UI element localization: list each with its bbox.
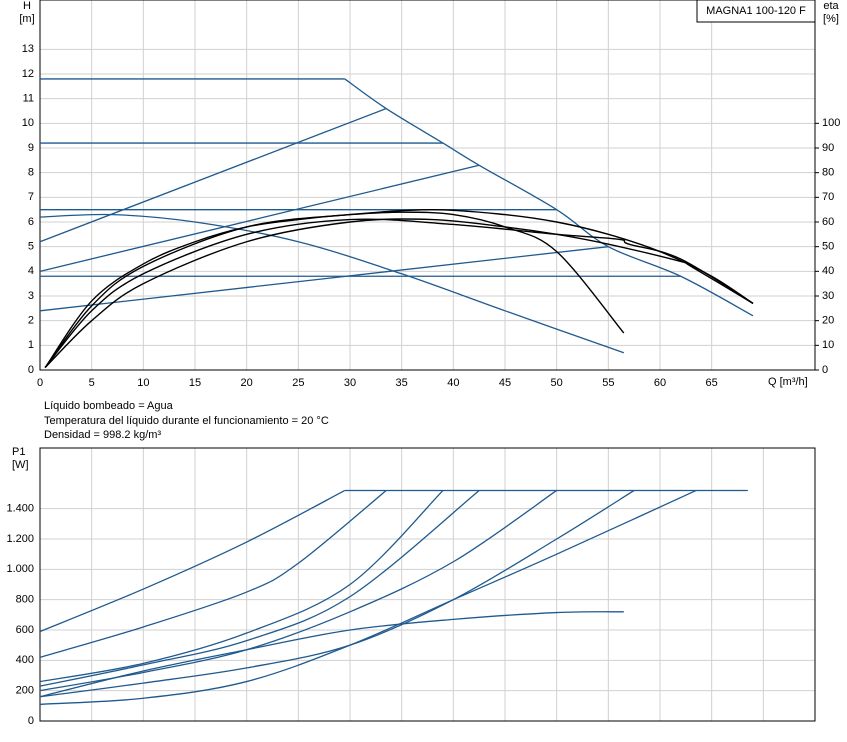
y-tick-label: 4 bbox=[28, 265, 34, 277]
x-tick-label: 30 bbox=[344, 377, 356, 389]
y2-tick-label: 60 bbox=[822, 216, 834, 228]
curve bbox=[39, 611, 624, 698]
y-tick-label: 1.400 bbox=[6, 503, 34, 515]
curve bbox=[39, 107, 387, 243]
y-tick-label: 12 bbox=[22, 68, 34, 80]
y-tick-label: 1.200 bbox=[6, 533, 34, 545]
y2-tick-label: 20 bbox=[822, 315, 834, 327]
curve bbox=[39, 489, 346, 633]
y-tick-label: 11 bbox=[23, 93, 34, 105]
y-axis-label: H bbox=[23, 0, 31, 12]
curve bbox=[39, 246, 609, 312]
y2-tick-label: 80 bbox=[822, 167, 834, 179]
y-tick-label: 9 bbox=[28, 142, 34, 154]
curve bbox=[39, 213, 625, 354]
curve bbox=[44, 208, 754, 368]
x-tick-label: 15 bbox=[189, 377, 201, 389]
y-axis-unit: [W] bbox=[12, 459, 29, 471]
y-axis-unit: [m] bbox=[19, 13, 34, 25]
y2-axis-label: eta bbox=[823, 0, 839, 12]
y2-tick-label: 50 bbox=[822, 241, 834, 253]
y-tick-label: 2 bbox=[28, 315, 34, 327]
y-tick-label: 7 bbox=[28, 191, 34, 203]
x-tick-label: 5 bbox=[89, 377, 95, 389]
y-tick-label: 0 bbox=[28, 715, 34, 727]
y2-tick-label: 100 bbox=[822, 117, 840, 129]
x-tick-label: 40 bbox=[447, 377, 459, 389]
y-axis-label: P1 bbox=[12, 446, 25, 458]
y2-tick-label: 0 bbox=[822, 364, 828, 376]
curve bbox=[39, 489, 480, 687]
x-tick-label: 25 bbox=[292, 377, 304, 389]
curve bbox=[39, 489, 387, 658]
curve bbox=[39, 490, 444, 683]
x-tick-label: 10 bbox=[137, 377, 149, 389]
x-tick-label: 0 bbox=[37, 377, 43, 389]
y-tick-label: 1.000 bbox=[6, 563, 34, 575]
plot-frame bbox=[39, 447, 816, 722]
y-tick-label: 6 bbox=[28, 216, 34, 228]
y2-tick-label: 30 bbox=[822, 290, 834, 302]
chart-title: MAGNA1 100-120 F bbox=[706, 5, 806, 17]
plot-frame bbox=[39, 0, 816, 371]
y-tick-label: 10 bbox=[22, 117, 34, 129]
y-tick-label: 600 bbox=[16, 624, 34, 636]
curve bbox=[39, 489, 697, 705]
x-tick-label: 65 bbox=[706, 377, 718, 389]
x-tick-label: 45 bbox=[499, 377, 511, 389]
y2-tick-label: 90 bbox=[822, 142, 834, 154]
x-tick-label: 20 bbox=[241, 377, 253, 389]
y-tick-label: 8 bbox=[28, 167, 34, 179]
note: Temperatura del líquido durante el funci… bbox=[44, 415, 329, 427]
y-tick-label: 3 bbox=[28, 290, 34, 302]
curve bbox=[44, 218, 754, 369]
x-tick-label: 50 bbox=[551, 377, 563, 389]
y2-tick-label: 40 bbox=[822, 265, 834, 277]
note: Densidad = 998.2 kg/m³ bbox=[44, 429, 161, 441]
y-tick-label: 800 bbox=[16, 594, 34, 606]
x-tick-label: 35 bbox=[396, 377, 408, 389]
y-tick-label: 1 bbox=[28, 339, 34, 351]
y-tick-label: 200 bbox=[16, 685, 34, 697]
x-tick-label: 55 bbox=[602, 377, 614, 389]
y2-tick-label: 70 bbox=[822, 191, 834, 203]
y2-axis-unit: [%] bbox=[823, 13, 839, 25]
note: Líquido bombeado = Agua bbox=[44, 400, 174, 412]
x-tick-label: 60 bbox=[654, 377, 666, 389]
y-tick-label: 5 bbox=[28, 241, 34, 253]
x-axis-label: Q [m³/h] bbox=[768, 376, 808, 388]
title-box bbox=[696, 0, 816, 23]
y-tick-label: 13 bbox=[22, 43, 34, 55]
curve bbox=[44, 218, 754, 368]
curve bbox=[39, 489, 558, 692]
curve bbox=[39, 164, 480, 272]
y2-tick-label: 10 bbox=[822, 339, 834, 351]
y-tick-label: 0 bbox=[28, 364, 34, 376]
y-tick-label: 400 bbox=[16, 654, 34, 666]
